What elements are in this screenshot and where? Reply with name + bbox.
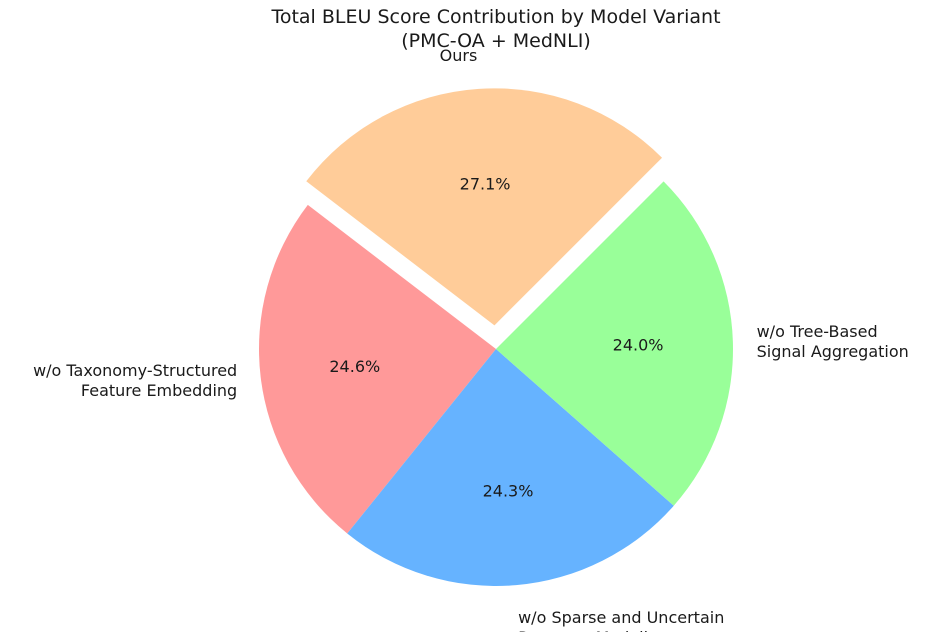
slice-label-tree-aggregation: w/o Tree-Based Signal Aggregation	[757, 322, 909, 361]
pct-label-sparse-presence: 24.3%	[483, 482, 534, 501]
slice-labels: Ours w/o Taxonomy-Structured Feature Embed…	[33, 46, 909, 632]
pie-slices	[258, 88, 733, 587]
pie-slice-taxonomy	[258, 204, 496, 534]
pie-slice-ours	[306, 88, 663, 326]
slice-label-taxonomy: w/o Taxonomy-Structured Feature Embedding	[33, 361, 237, 400]
chart-title: Total BLEU Score Contribution by Model V…	[270, 6, 720, 52]
chart-title-line-2: (PMC-OA + MedNLI)	[401, 30, 591, 52]
slice-label-line: w/o Tree-Based	[757, 322, 878, 341]
slice-label-sparse-presence: w/o Sparse and UncertainPresence Modelin…	[518, 608, 724, 632]
pie-slice-tree-aggregation	[496, 181, 733, 506]
pie-slice-sparse-presence	[347, 349, 674, 587]
slice-label-line: Feature Embedding	[81, 381, 237, 400]
slice-label-line: Presence Modeling	[518, 628, 668, 632]
pct-label-tree-aggregation: 24.0%	[613, 336, 664, 355]
slice-label-line: w/o Sparse and Uncertain	[518, 608, 724, 627]
chart-title-line-1: Total BLEU Score Contribution by Model V…	[270, 6, 720, 28]
slice-label-ours: Ours	[440, 46, 478, 65]
percentage-labels: 27.1% 24.6% 24.3% 24.0%	[329, 175, 663, 501]
pct-label-taxonomy: 24.6%	[329, 357, 380, 376]
slice-label-line: Signal Aggregation	[757, 342, 909, 361]
pct-label-ours: 27.1%	[460, 175, 511, 194]
slice-label-line: Ours	[440, 46, 478, 65]
slice-label-line: w/o Taxonomy-Structured	[33, 361, 237, 380]
